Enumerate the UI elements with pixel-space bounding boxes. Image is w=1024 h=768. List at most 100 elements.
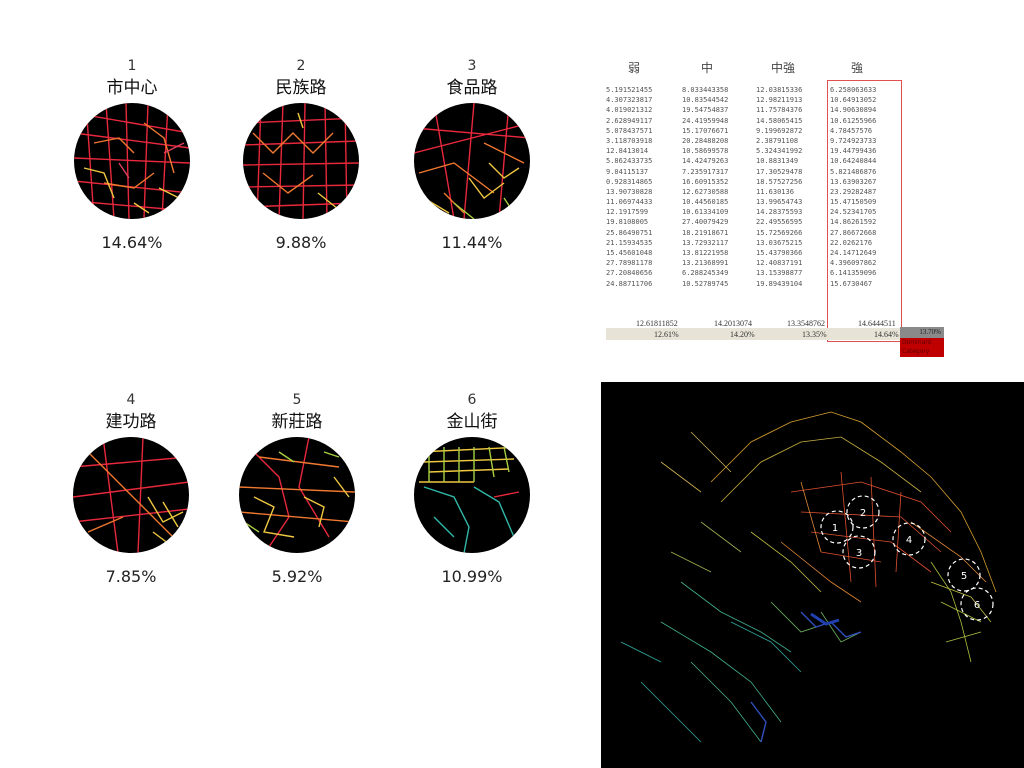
dominant-percentage: 11.44% [441,233,503,252]
dominant-badge: Dominant Category [900,338,944,357]
table-cell: 12.98211913 [756,96,803,105]
table-cell: 13.81221958 [682,249,729,257]
sum-weak: 12.61811852 [636,319,678,328]
panel-title: 食品路 [446,78,498,98]
table-cell: 15.43790366 [756,249,803,257]
table-cell: 27.78981178 [606,259,653,268]
column-strong: 6.258063633 10.64913052 14.90630894 10.6125… [830,85,876,289]
panel-4: 4 建功路 7.85% [46,391,216,586]
sum-medium: 14.2013074 [714,319,752,328]
table-cell: 5.821486876 [830,167,877,176]
column-weak: 5.191521455 4.307323817 4.019021312 2.62894… [606,85,652,289]
table-cell: 14.42479263 [682,157,729,166]
header-medium: 中 [700,61,713,75]
table-cell: 4.396097862 [830,259,877,268]
table-cell: 14.28375593 [756,208,803,217]
table-cell: 19.8108005 [606,218,649,227]
table-cell: 6.258063633 [830,86,877,94]
map-marker-4: 4 [906,535,912,546]
table-cell: 5.324341992 [756,147,803,156]
dominant-percentage: 5.92% [271,567,323,586]
table-cell: 20.28488208 [682,136,729,145]
table-cell: 6.288245349 [682,269,729,278]
table-cell: 16.60915352 [682,177,729,186]
panel-2: 2 民族路 9.88% [216,57,386,252]
panel-number: 3 [467,58,477,74]
table-cell: 19.54754837 [682,106,729,115]
header-weak: 弱 [627,61,640,75]
map-marker-ring-6 [960,587,994,621]
panel-6: 6 金山街 10.99% [387,391,557,586]
map-marker-ring-4 [892,522,926,556]
table-cell: 13.15398877 [756,269,803,278]
table-cell: 4.307323817 [606,96,653,105]
panel-number: 1 [127,58,137,74]
table-cell: 14.58065415 [756,116,803,125]
table-cell: 18.57527256 [756,177,803,186]
map-marker-ring-1 [820,510,854,544]
map-marker-1: 1 [832,523,838,534]
table-cell: 19.89439104 [756,279,803,288]
dominant-percentage: 7.85% [105,567,157,586]
table-cell: 12.62730588 [682,187,729,196]
sum-medium-strong: 13.3548762 [787,319,825,328]
table-cell: 22.0262176 [830,238,873,247]
panel-title: 建功路 [105,412,157,432]
header-strong: 強 [850,61,863,75]
street-network-circle [74,103,190,219]
map-marker-3: 3 [856,548,862,559]
table-cell: 15.72569266 [756,228,803,237]
table-cell: 10.8831349 [756,157,799,166]
table-cell: 12.8413014 [606,147,649,156]
map-marker-ring-5 [947,558,981,592]
street-network-circle [414,437,530,553]
table-cell: 15.47150509 [830,198,877,207]
table-cell: 13.90730828 [606,187,653,196]
table-cell: 11.75784376 [756,106,803,115]
table-cell: 9.724923733 [830,136,877,145]
panel-title: 金山街 [446,412,498,432]
table-cell: 13.72932117 [682,238,729,247]
panel-number: 4 [126,392,136,408]
table-cell: 15.6730467 [830,279,873,288]
table-cell: 24.88711706 [606,279,653,288]
table-cell: 10.52789745 [682,279,729,288]
panel-title: 新莊路 [271,412,323,432]
badge-line-2: Category [902,348,930,355]
table-cell: 5.862433735 [606,157,653,166]
table-cell: 2.38791108 [756,136,799,145]
table-cell: 10.61334109 [682,208,729,217]
data-table: 弱 中 中強 強 5.191521455 4.307323817 4.0190213… [606,55,946,360]
sum-strong: 14.6444511 [858,319,896,328]
table-cell: 14.90630894 [830,106,877,115]
table-cell: 13.63903267 [830,177,877,186]
street-network-circle [239,437,355,553]
table-cell: 19.44799436 [830,147,877,156]
table-cell: 24.41959948 [682,116,729,125]
table-cell: 10.44560185 [682,198,729,207]
badge-line-1: Dominant [902,339,932,346]
pct-medium: 14.20% [730,330,755,339]
dominant-percentage: 14.64% [101,233,163,252]
panel-1: 1 市中心 14.64% [47,57,217,252]
table-cell: 9.199692872 [756,126,803,135]
table-cell: 8.033443358 [682,86,729,94]
street-network-circle [243,103,359,219]
table-cell: 0.928314865 [606,177,653,186]
percentage-band [606,328,906,340]
table-cell: 24.14712649 [830,249,877,257]
panel-number: 6 [467,392,477,408]
table-cell: 5.191521455 [606,86,653,94]
table-cell: 27.40079429 [682,218,729,227]
table-cell: 12.03815336 [756,86,803,94]
map-marker-2: 2 [860,508,866,519]
map-marker-ring-3 [842,535,876,569]
table-cell: 15.45601048 [606,249,653,257]
table-cell: 25.86490751 [606,228,653,237]
highlight-strong-column [827,80,902,342]
pct-medium-strong: 13.35% [802,330,827,339]
table-cell: 13.21368991 [682,259,729,268]
table-cell: 14.86261592 [830,218,877,227]
table-cell: 18.21918671 [682,228,729,237]
table-cell: 12.40837191 [756,259,803,268]
